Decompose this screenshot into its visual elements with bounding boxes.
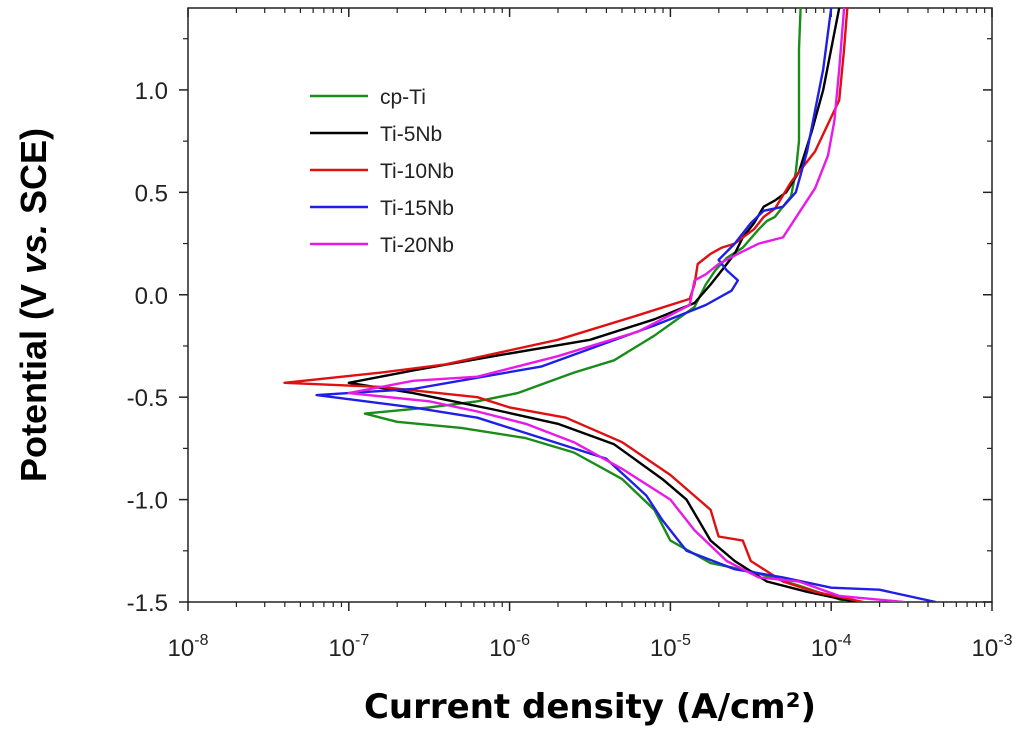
plot-frame <box>187 7 993 603</box>
x-tick-label: 10-7 <box>328 632 369 662</box>
x-tick-label: 10-5 <box>650 632 691 662</box>
x-axis: 10-8 10-7 10-6 10-5 10-4 10-3 <box>168 8 1013 662</box>
y-axis-label: Potential (V vs. SCE) <box>13 128 54 482</box>
x-tick-label: 10-4 <box>811 632 852 662</box>
series-line-ti-20nb <box>347 8 904 602</box>
legend: cp-Ti Ti-5Nb Ti-10Nb Ti-15Nb Ti-20Nb <box>310 86 454 257</box>
y-tick-label: -0.5 <box>127 385 168 412</box>
x-tick-label: 10-3 <box>972 632 1013 662</box>
y-tick-label: -1.5 <box>127 590 168 617</box>
legend-label-ti-10nb: Ti-10Nb <box>380 160 454 183</box>
series-layer <box>283 8 936 602</box>
legend-label-ti-5nb: Ti-5Nb <box>380 123 442 146</box>
minor-ticks <box>183 8 992 607</box>
series-line-cp-ti <box>363 8 848 602</box>
y-axis: -1.5 -1.0 -0.5 0.0 0.5 1.0 <box>127 78 992 617</box>
series-line-ti-10nb <box>283 8 864 602</box>
legend-label-ti-20nb: Ti-20Nb <box>380 234 454 257</box>
x-tick-label: 10-8 <box>168 632 209 662</box>
legend-label-cp-ti: cp-Ti <box>380 86 426 109</box>
series-line-ti-15nb <box>315 8 936 602</box>
legend-label-ti-15nb: Ti-15Nb <box>380 197 454 220</box>
y-tick-label: -1.0 <box>127 488 168 515</box>
y-tick-label: 0.0 <box>135 283 168 310</box>
y-tick-label: 0.5 <box>135 180 168 207</box>
y-tick-label: 1.0 <box>135 78 168 105</box>
x-tick-label: 10-6 <box>489 632 530 662</box>
x-axis-label: Current density (A/cm²) <box>364 687 816 727</box>
